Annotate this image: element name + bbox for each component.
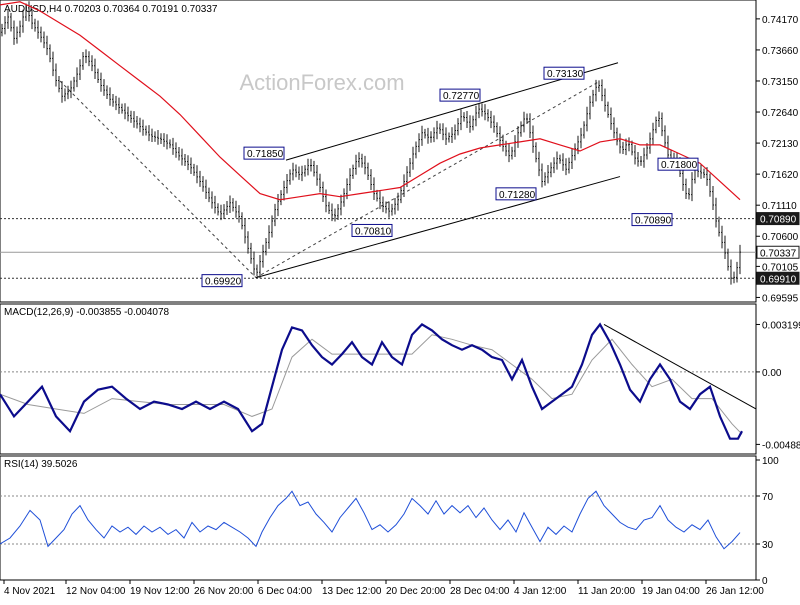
level-value-label: 0.70337 bbox=[760, 248, 797, 259]
annotation-box bbox=[543, 66, 585, 80]
annotation-box bbox=[351, 223, 393, 237]
price-y-tick-label: 0.72640 bbox=[762, 108, 799, 119]
price-y-tick-label: 0.70600 bbox=[762, 232, 799, 243]
rsi-panel-frame bbox=[0, 455, 757, 581]
price-panel-title: AUDUSD,H4 0.70203 0.70364 0.70191 0.7033… bbox=[4, 4, 218, 15]
x-tick-label: 26 Jan 12:00 bbox=[706, 586, 764, 597]
macd-y-axis: 0.003199 0.00 -0.004887 bbox=[756, 320, 800, 451]
macd-y-tick-label: 0.003199 bbox=[762, 320, 800, 331]
rsi-panel-title: RSI(14) 39.5026 bbox=[4, 459, 78, 470]
price-y-tick-label: 0.70105 bbox=[762, 262, 799, 273]
x-tick-label: 6 Dec 04:00 bbox=[258, 586, 312, 597]
rsi-lines bbox=[0, 490, 756, 550]
annotation-box bbox=[657, 157, 699, 171]
level-value-box bbox=[756, 271, 800, 285]
rsi-y-tick-label: 0 bbox=[762, 576, 768, 587]
x-tick-label: 28 Dec 04:00 bbox=[450, 586, 510, 597]
price-bars bbox=[1, 1, 741, 285]
level-value-box bbox=[756, 212, 800, 226]
price-annotations: 0.69920 0.71850 0.70810 0.72770 0.71280 0.731… bbox=[201, 66, 699, 288]
price-y-tick-label: 0.74170 bbox=[762, 15, 799, 26]
price-y-axis: 0.74170 0.73660 0.73150 0.72640 0.72130 0.716… bbox=[756, 15, 799, 304]
level-value-label: 0.69910 bbox=[760, 274, 797, 285]
level-value-box bbox=[756, 245, 800, 259]
annotation-label: 0.70810 bbox=[355, 226, 392, 237]
macd-lines bbox=[0, 322, 757, 440]
level-value-label: 0.70890 bbox=[760, 215, 797, 226]
price-y-tick-label: 0.72130 bbox=[762, 139, 799, 150]
x-tick-label: 12 Nov 04:00 bbox=[66, 586, 126, 597]
annotation-box bbox=[201, 274, 243, 288]
x-tick-label: 11 Jan 20:00 bbox=[578, 586, 636, 597]
price-panel-frame bbox=[0, 0, 757, 303]
annotation-label: 0.73130 bbox=[547, 69, 584, 80]
x-tick-label: 4 Nov 2021 bbox=[4, 586, 56, 597]
macd-y-tick-label: -0.004887 bbox=[762, 440, 800, 451]
price-horizontal-levels: 0.70890 0.69910 0.70337 bbox=[0, 212, 800, 285]
x-tick-label: 13 Dec 12:00 bbox=[322, 586, 382, 597]
annotation-box bbox=[243, 146, 285, 160]
rsi-y-tick-label: 100 bbox=[762, 456, 779, 467]
annotation-label: 0.70890 bbox=[635, 216, 672, 227]
price-y-tick-label: 0.73660 bbox=[762, 46, 799, 57]
dashed-trend-line bbox=[59, 80, 257, 278]
macd-y-tick-label: 0.00 bbox=[762, 368, 782, 379]
price-dashed-lines bbox=[59, 80, 599, 279]
rsi-line bbox=[0, 490, 741, 550]
x-tick-label: 19 Nov 12:00 bbox=[130, 586, 190, 597]
macd-panel-frame bbox=[0, 303, 757, 455]
annotation-label: 0.71800 bbox=[661, 160, 698, 171]
price-y-tick-label: 0.73150 bbox=[762, 77, 799, 88]
annotation-label: 0.71850 bbox=[247, 149, 284, 160]
macd-trend-line bbox=[603, 324, 757, 410]
annotation-label: 0.71280 bbox=[499, 190, 536, 201]
price-y-tick-label: 0.69595 bbox=[762, 293, 799, 304]
watermark: ActionForex.com bbox=[239, 70, 404, 95]
annotation-label: 0.69920 bbox=[205, 277, 242, 288]
x-tick-label: 4 Jan 12:00 bbox=[514, 586, 567, 597]
price-y-tick-label: 0.71110 bbox=[762, 201, 797, 212]
x-axis: 4 Nov 2021 12 Nov 04:00 19 Nov 12:00 26 Nov… bbox=[3, 580, 764, 597]
price-y-tick-label: 0.71620 bbox=[762, 170, 799, 181]
macd-line bbox=[0, 322, 743, 440]
channel-line bbox=[255, 176, 621, 279]
price-moving-average bbox=[0, 1, 741, 201]
rsi-y-tick-label: 70 bbox=[762, 492, 774, 503]
moving-average-line bbox=[0, 1, 741, 201]
annotation-box bbox=[439, 88, 481, 102]
x-tick-label: 19 Jan 04:00 bbox=[642, 586, 700, 597]
x-tick-label: 20 Dec 20:00 bbox=[386, 586, 446, 597]
annotation-box bbox=[495, 187, 537, 201]
macd-panel-title: MACD(12,26,9) -0.003855 -0.004078 bbox=[4, 307, 170, 318]
rsi-y-axis: 100 70 30 0 bbox=[756, 456, 779, 587]
annotation-box bbox=[631, 213, 673, 227]
annotation-label: 0.72770 bbox=[443, 91, 480, 102]
x-tick-label: 26 Nov 20:00 bbox=[194, 586, 254, 597]
rsi-y-tick-label: 30 bbox=[762, 540, 774, 551]
